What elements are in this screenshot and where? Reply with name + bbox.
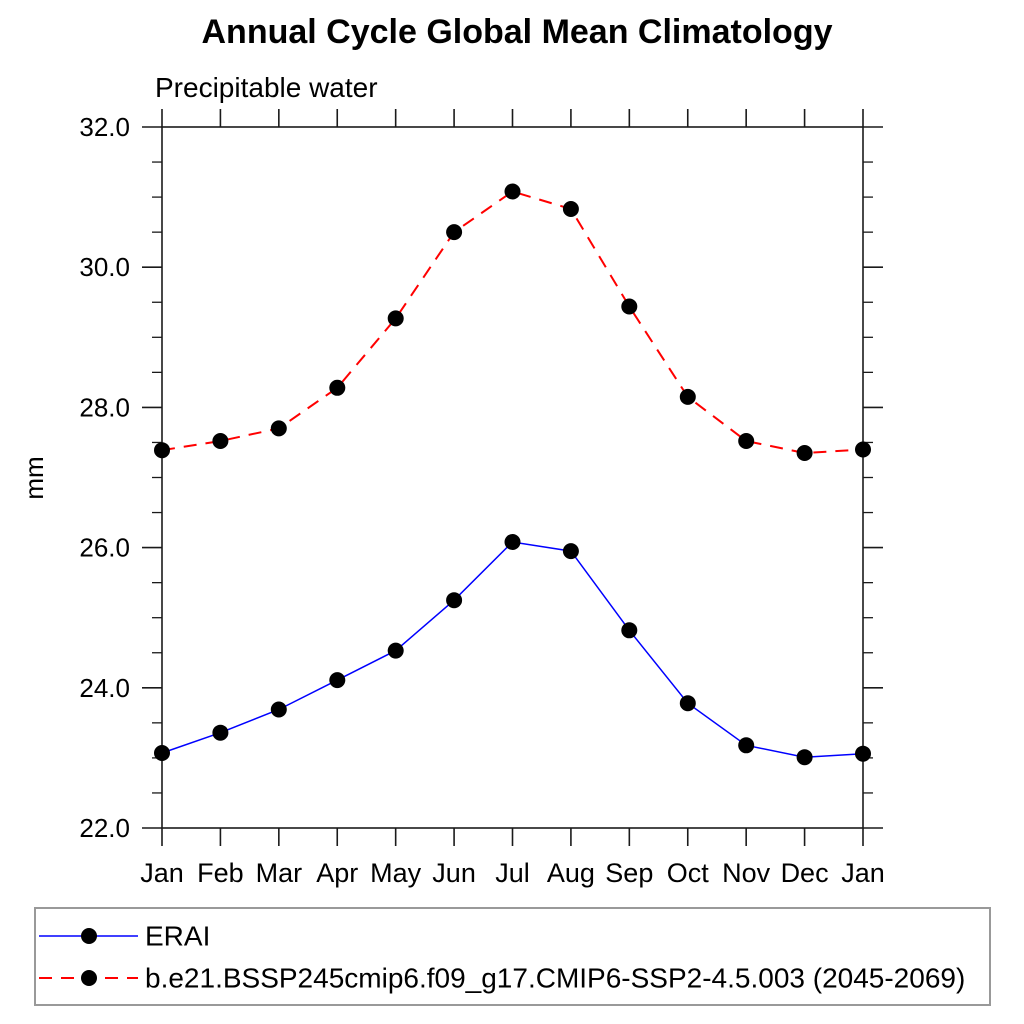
y-tick-label: 28.0 (79, 392, 130, 422)
data-point (154, 442, 170, 459)
plot-area: 22.0 24.0 26.0 28.0 30.0 32.0 Jan Feb Mar Apr May J… (79, 109, 885, 888)
x-tick-label: Oct (667, 858, 710, 888)
legend: ERAI b.e21.BSSP245cmip6.f09_g17.CMIP6-SS… (34, 907, 991, 1006)
legend-marker-erai (81, 928, 97, 944)
data-point (562, 201, 579, 217)
chart-title: Annual Cycle Global Mean Climatology (202, 13, 833, 51)
x-tick-label: Jan (140, 858, 184, 888)
y-tick-label: 32.0 (79, 112, 130, 142)
chart-subtitle: Precipitable water (155, 72, 378, 103)
data-point (738, 433, 755, 449)
x-tick-label: Sep (605, 858, 653, 888)
legend-label-model: b.e21.BSSP245cmip6.f09_g17.CMIP6-SSP2-4.… (145, 963, 965, 994)
data-point (679, 695, 696, 712)
data-point (154, 745, 170, 761)
legend-marker-model (81, 970, 97, 986)
data-point (446, 224, 463, 241)
y-tick-label: 22.0 (79, 813, 130, 843)
data-point (270, 701, 287, 718)
data-point (387, 642, 404, 659)
x-tick-label: Jul (495, 858, 530, 888)
data-point (738, 737, 755, 754)
data-point (621, 298, 638, 315)
data-point (796, 445, 813, 461)
data-point (446, 592, 463, 609)
x-tick-label: Feb (197, 858, 244, 888)
y-tick-label: 30.0 (79, 252, 130, 282)
data-point (679, 388, 696, 405)
data-point (621, 622, 638, 639)
data-point (329, 672, 346, 689)
x-tick-label: Mar (256, 858, 303, 888)
y-axis-label: mm (19, 456, 49, 499)
data-point (270, 420, 287, 437)
x-tick-label: Jan (841, 858, 885, 888)
x-tick-label: May (370, 858, 422, 888)
legend-label-erai: ERAI (145, 921, 210, 952)
data-point (855, 441, 871, 458)
x-tick-label: Aug (547, 858, 595, 888)
data-point (387, 310, 404, 327)
x-tick-label: Dec (781, 858, 829, 888)
data-point (796, 749, 813, 766)
x-tick-label: Jun (432, 858, 476, 888)
legend-item-erai: ERAI (39, 921, 210, 952)
series-line-erai (161, 541, 864, 758)
x-tick-label: Apr (316, 858, 358, 888)
data-point (329, 379, 346, 396)
data-point (855, 745, 871, 762)
x-tick-label: Nov (722, 858, 771, 888)
data-point (504, 534, 521, 550)
data-point (212, 724, 229, 741)
data-point (212, 433, 229, 449)
data-point (504, 183, 521, 200)
legend-box (34, 907, 991, 1006)
y-tick-label: 26.0 (79, 533, 130, 563)
y-tick-label: 24.0 (79, 673, 130, 703)
series-line-model (161, 190, 864, 455)
legend-item-model: b.e21.BSSP245cmip6.f09_g17.CMIP6-SSP2-4.… (39, 963, 965, 994)
data-point (562, 543, 579, 560)
plot-frame (161, 126, 864, 829)
